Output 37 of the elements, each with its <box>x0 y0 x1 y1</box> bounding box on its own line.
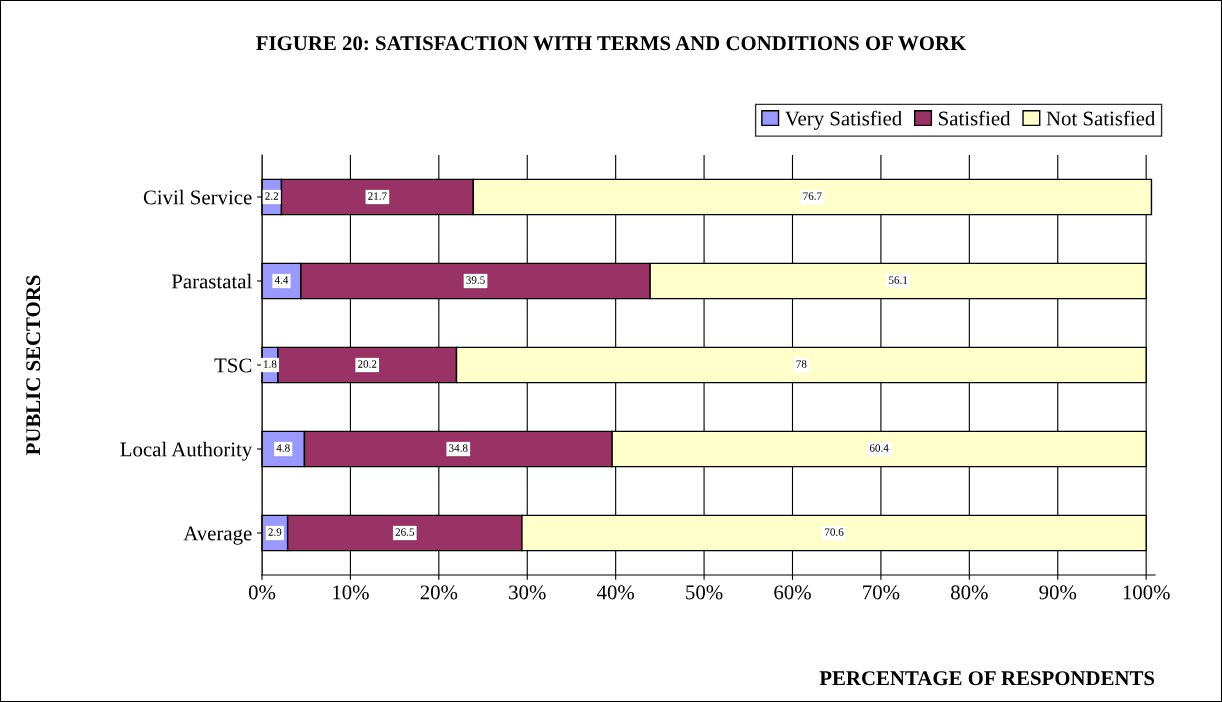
data-label: 34.8 <box>449 444 468 452</box>
x-tick-label: 90% <box>1039 585 1077 600</box>
x-tick-label: 0% <box>248 585 276 600</box>
x-tick-label: 30% <box>509 585 546 600</box>
x-tick-label: 60% <box>774 585 811 600</box>
data-label: 60.4 <box>869 444 889 452</box>
y-tick-label: Civil Service <box>143 189 252 205</box>
x-tick-label: 40% <box>596 585 635 600</box>
x-tick-label: 50% <box>686 585 723 600</box>
x-tick-label: 70% <box>863 585 900 600</box>
y-tick-label: Parastatal <box>171 273 252 289</box>
data-label: 1.8 <box>263 360 277 368</box>
x-axis-title: PERCENTAGE OF RESPONDENTS <box>819 671 1155 686</box>
x-tick-label: 10% <box>333 585 369 600</box>
data-label: 76.7 <box>803 192 822 200</box>
x-tick-label: 80% <box>951 585 988 600</box>
y-tick-label: TSC <box>214 358 252 373</box>
data-label: 2.2 <box>265 192 279 200</box>
data-label: 56.1 <box>889 276 908 284</box>
x-tick-label: 20% <box>420 585 458 600</box>
legend-label: Satisfied <box>939 110 1011 126</box>
data-label: 78 <box>796 360 807 368</box>
x-tick-label: 100% <box>1123 585 1170 600</box>
y-tick-label: Local Authority <box>120 441 253 461</box>
legend-label: Not Satisfied <box>1046 110 1156 126</box>
legend-label: Very Satisfied <box>785 110 902 130</box>
data-label: 2.9 <box>268 528 282 536</box>
data-label: 21.7 <box>368 192 387 200</box>
data-label: 70.6 <box>825 528 844 536</box>
data-label: 20.2 <box>357 360 377 368</box>
y-axis-title: PUBLIC SECTORS <box>26 275 41 456</box>
chart-title: FIGURE 20: SATISFACTION WITH TERMS AND CONDITIONS OF WORK <box>256 36 967 51</box>
y-tick-label: Average <box>183 526 252 545</box>
data-label: 26.5 <box>395 528 415 536</box>
data-label: 4.8 <box>276 444 290 452</box>
data-label: 39.5 <box>466 276 485 284</box>
data-label: 4.4 <box>274 276 289 284</box>
